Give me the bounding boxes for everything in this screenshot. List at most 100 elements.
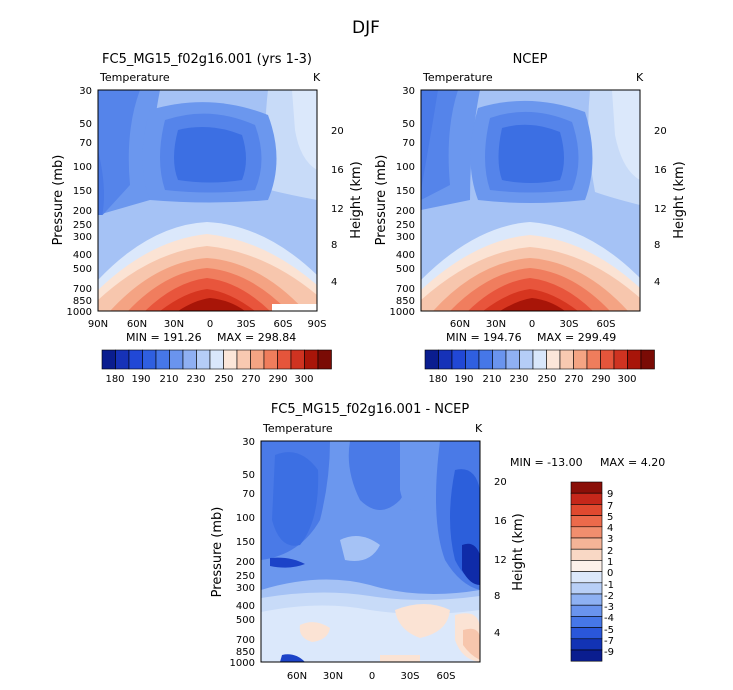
p-tick: 30 [402,86,415,97]
colorbar-swatch [570,627,603,640]
p-tick: 70 [79,138,92,149]
p-tick: 400 [236,601,255,612]
panel-diff-frame [260,440,481,663]
panel-ncep-pressure-ticks: 30 50 70 100 150 200 250 300 400 500 700… [390,86,415,318]
panel-diff-x-ticks: 60N 30N 0 30S 60S [287,671,456,682]
colorbar-swatch [586,349,601,370]
colorbar-swatch [613,349,628,370]
cbar-label: 210 [159,374,178,385]
p-tick: 50 [79,119,92,130]
panel-model-pressure-ticks: 30 50 70 100 150 200 250 300 400 500 700… [67,86,92,318]
p-tick: 100 [73,162,92,173]
colorbar-swatch [438,349,453,370]
cbar-label: 210 [482,374,501,385]
panel-ncep-height-ticks: 20 16 12 8 4 [654,126,667,288]
p-tick: 100 [236,513,255,524]
p-tick: 700 [396,284,415,295]
colorbar-swatch [236,349,251,370]
h-tick: 4 [331,277,337,288]
cbar-label: -9 [604,647,614,658]
colorbar-swatch [492,349,507,370]
cbar-label: 290 [591,374,610,385]
p-tick: 200 [73,206,92,217]
cbar-label: 5 [607,512,613,523]
p-tick: 400 [73,250,92,261]
cbar-label: 180 [105,374,124,385]
p-tick: 250 [396,220,415,231]
p-tick: 50 [402,119,415,130]
cbar-label: 270 [241,374,260,385]
p-tick: 1000 [390,307,415,318]
colorbar-swatch [451,349,466,370]
p-tick: 50 [242,470,255,481]
h-tick: 12 [494,555,507,566]
p-tick: 500 [396,264,415,275]
cbar-label: -5 [604,625,614,636]
panel-diff-colorbar: 9 7 5 4 3 2 1 0 -1 -2 -3 -4 -5 -7 -9 [570,481,614,662]
x-tick: 0 [529,319,535,330]
p-tick: 850 [236,647,255,658]
colorbar-swatch [182,349,197,370]
colorbar-swatch [532,349,547,370]
p-tick: 850 [73,296,92,307]
cbar-label: 0 [607,568,613,579]
cbar-label: 2 [607,546,613,557]
cbar-label: 4 [607,523,613,534]
x-tick: 30S [400,671,419,682]
colorbar-swatch [155,349,170,370]
cbar-label: 300 [617,374,636,385]
colorbar-swatch [142,349,157,370]
panel-diff-units: K [475,422,483,435]
colorbar-swatch [519,349,534,370]
h-tick: 12 [331,204,344,215]
p-tick: 250 [236,571,255,582]
cbar-label: -3 [604,602,614,613]
colorbar-swatch [600,349,615,370]
cbar-label: -2 [604,591,614,602]
colorbar-swatch [570,481,603,494]
panel-ncep-ylabel: Pressure (mb) [374,155,389,246]
p-tick: 250 [73,220,92,231]
colorbar-swatch [290,349,305,370]
p-tick: 500 [73,264,92,275]
p-tick: 200 [236,557,255,568]
panel-ncep-max: MAX = 299.49 [537,331,616,344]
x-tick: 0 [207,319,213,330]
x-tick: 60N [450,319,470,330]
h-tick: 4 [494,628,500,639]
cbar-label: 190 [131,374,150,385]
cbar-label: 230 [509,374,528,385]
colorbar-swatch [317,349,332,370]
colorbar-swatch [277,349,292,370]
p-tick: 1000 [67,307,92,318]
cbar-label: 1 [607,557,613,568]
x-tick: 30N [323,671,343,682]
x-tick: 0 [369,671,375,682]
h-tick: 16 [331,165,344,176]
panel-model-x-ticks: 90N 60N 30N 0 30S 60S 90S [88,319,327,330]
x-tick: 90S [307,319,326,330]
cbar-label: -1 [604,580,614,591]
panel-diff-variable: Temperature [262,422,333,435]
colorbar-swatch [505,349,520,370]
cbar-label: 300 [294,374,313,385]
colorbar-swatch [640,349,655,370]
panel-diff-height-ticks: 20 16 12 8 4 [494,477,507,639]
p-tick: 150 [396,186,415,197]
panel-diff-pressure-ticks: 30 50 70 100 150 200 250 300 400 500 700… [230,437,255,669]
p-tick: 70 [402,138,415,149]
h-tick: 16 [654,165,667,176]
colorbar-swatch [570,638,603,651]
colorbar-swatch [570,604,603,617]
panel-model-frame [97,89,318,312]
cbar-label: 9 [607,489,613,500]
h-tick: 8 [654,240,660,251]
cbar-label: 180 [428,374,447,385]
p-tick: 1000 [230,658,255,669]
cbar-label: -4 [604,613,614,624]
colorbar-swatch [559,349,574,370]
x-tick: 60N [287,671,307,682]
panel-model: FC5_MG15_f02g16.001 (yrs 1-3) Temperatur… [51,52,364,385]
cbar-label: 270 [564,374,583,385]
